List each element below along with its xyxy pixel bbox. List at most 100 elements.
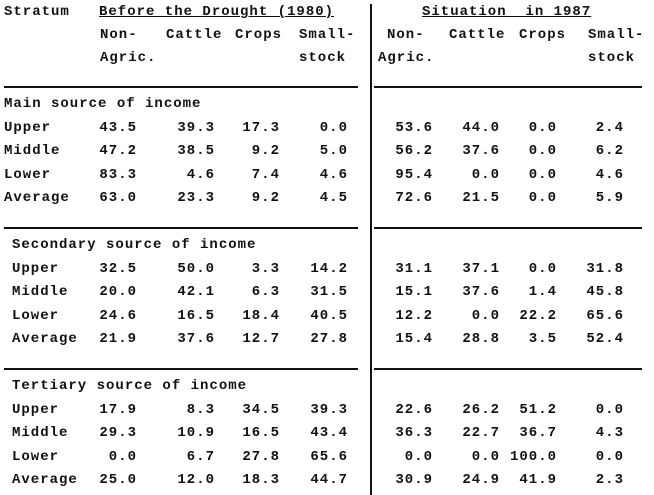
cell-before: 63.0 bbox=[99, 190, 137, 207]
cell-after: 31.8 bbox=[586, 260, 624, 277]
cell-after: 15.4 bbox=[395, 331, 433, 348]
cell-after: 0.0 bbox=[471, 166, 500, 183]
cell-before: 4.6 bbox=[319, 166, 348, 183]
col-smallstock-header-1987-2: stock bbox=[588, 50, 636, 66]
cell-before: 20.0 bbox=[99, 284, 137, 301]
cell-after: 0.0 bbox=[471, 448, 500, 465]
cell-before: 16.5 bbox=[177, 307, 215, 324]
cell-before: 43.4 bbox=[310, 425, 348, 442]
cell-after: 72.6 bbox=[395, 190, 433, 207]
section-title: Tertiary source of income bbox=[12, 378, 248, 394]
cell-before: 18.4 bbox=[242, 307, 280, 324]
row-stratum-label: Lower bbox=[12, 448, 60, 465]
cell-before: 7.4 bbox=[251, 166, 280, 183]
cell-after: 12.2 bbox=[395, 307, 433, 324]
cell-before: 44.7 bbox=[310, 472, 348, 489]
col-smallstock-header: Small- bbox=[299, 27, 356, 43]
before-drought-title: Before the Drought (1980) bbox=[99, 4, 335, 20]
cell-after: 0.0 bbox=[595, 448, 624, 465]
cell-after: 65.6 bbox=[586, 307, 624, 324]
cell-after: 52.4 bbox=[586, 331, 624, 348]
cell-before: 0.0 bbox=[319, 119, 348, 136]
cell-before: 23.3 bbox=[177, 190, 215, 207]
cell-after: 2.3 bbox=[595, 472, 624, 489]
cell-before: 12.7 bbox=[242, 331, 280, 348]
row-stratum-label: Upper bbox=[12, 401, 60, 418]
cell-before: 10.9 bbox=[177, 425, 215, 442]
cell-after: 3.5 bbox=[528, 331, 557, 348]
cell-after: 2.4 bbox=[595, 119, 624, 136]
cell-after: 5.9 bbox=[595, 190, 624, 207]
col-cattle-header-1987: Cattle bbox=[449, 27, 506, 43]
cell-after: 21.5 bbox=[462, 190, 500, 207]
cell-after: 100.0 bbox=[509, 448, 557, 465]
cell-before: 27.8 bbox=[242, 448, 280, 465]
cell-before: 9.2 bbox=[251, 190, 280, 207]
section-rule-right bbox=[374, 368, 642, 370]
cell-after: 37.6 bbox=[462, 143, 500, 160]
col-nonagric-header-2: Agric. bbox=[100, 50, 157, 66]
cell-after: 56.2 bbox=[395, 143, 433, 160]
cell-after: 51.2 bbox=[519, 401, 557, 418]
cell-before: 4.6 bbox=[186, 166, 215, 183]
cell-after: 24.9 bbox=[462, 472, 500, 489]
cell-before: 27.8 bbox=[310, 331, 348, 348]
cell-before: 32.5 bbox=[99, 260, 137, 277]
cell-after: 1.4 bbox=[528, 284, 557, 301]
cell-after: 0.0 bbox=[528, 260, 557, 277]
cell-before: 8.3 bbox=[186, 401, 215, 418]
cell-after: 36.3 bbox=[395, 425, 433, 442]
stratum-header: Stratum bbox=[4, 4, 70, 20]
section-rule-left bbox=[4, 227, 358, 229]
col-nonagric-header-1987: Non- bbox=[387, 27, 425, 43]
cell-after: 4.6 bbox=[595, 166, 624, 183]
cell-before: 50.0 bbox=[177, 260, 215, 277]
cell-after: 31.1 bbox=[395, 260, 433, 277]
situation-1987-title: Situation in 1987 bbox=[422, 4, 592, 20]
cell-after: 15.1 bbox=[395, 284, 433, 301]
cell-after: 45.8 bbox=[586, 284, 624, 301]
cell-before: 38.5 bbox=[177, 143, 215, 160]
cell-before: 4.5 bbox=[319, 190, 348, 207]
cell-before: 42.1 bbox=[177, 284, 215, 301]
cell-before: 83.3 bbox=[99, 166, 137, 183]
cell-after: 6.2 bbox=[595, 143, 624, 160]
section-rule-left bbox=[4, 368, 358, 370]
col-smallstock-header-2: stock bbox=[299, 50, 347, 66]
row-stratum-label: Upper bbox=[12, 260, 60, 277]
cell-after: 44.0 bbox=[462, 119, 500, 136]
cell-before: 16.5 bbox=[242, 425, 280, 442]
cell-before: 5.0 bbox=[319, 143, 348, 160]
cell-before: 12.0 bbox=[177, 472, 215, 489]
cell-before: 14.2 bbox=[310, 260, 348, 277]
cell-after: 28.8 bbox=[462, 331, 500, 348]
cell-before: 18.3 bbox=[242, 472, 280, 489]
col-nonagric-header: Non- bbox=[100, 27, 138, 43]
row-stratum-label: Middle bbox=[12, 425, 69, 442]
cell-before: 65.6 bbox=[310, 448, 348, 465]
cell-before: 0.0 bbox=[108, 448, 137, 465]
col-crops-header-1987: Crops bbox=[519, 27, 567, 43]
col-smallstock-header-1987: Small- bbox=[588, 27, 645, 43]
row-stratum-label: Lower bbox=[12, 307, 60, 324]
cell-before: 40.5 bbox=[310, 307, 348, 324]
cell-after: 0.0 bbox=[404, 448, 433, 465]
section-rule-left bbox=[4, 86, 358, 88]
cell-before: 17.9 bbox=[99, 401, 137, 418]
cell-after: 22.2 bbox=[519, 307, 557, 324]
cell-after: 0.0 bbox=[471, 307, 500, 324]
cell-before: 6.7 bbox=[186, 448, 215, 465]
cell-after: 22.6 bbox=[395, 401, 433, 418]
row-stratum-label: Average bbox=[4, 190, 70, 207]
cell-after: 22.7 bbox=[462, 425, 500, 442]
cell-after: 0.0 bbox=[528, 166, 557, 183]
cell-before: 6.3 bbox=[251, 284, 280, 301]
row-stratum-label: Middle bbox=[4, 143, 61, 160]
cell-after: 0.0 bbox=[528, 119, 557, 136]
col-crops-header: Crops bbox=[235, 27, 283, 43]
cell-before: 9.2 bbox=[251, 143, 280, 160]
col-cattle-header: Cattle bbox=[166, 27, 223, 43]
cell-before: 29.3 bbox=[99, 425, 137, 442]
cell-before: 39.3 bbox=[177, 119, 215, 136]
row-stratum-label: Lower bbox=[4, 166, 52, 183]
